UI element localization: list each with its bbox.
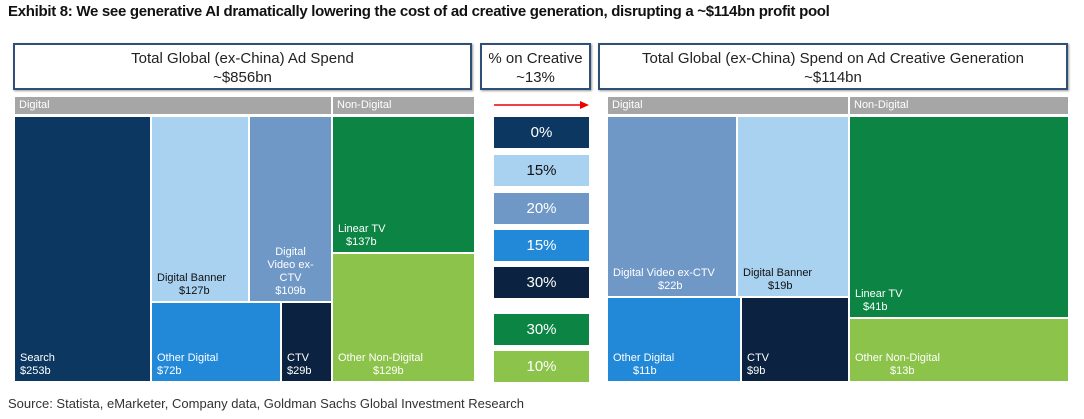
pct-digital-banner: 15% [494, 155, 589, 186]
left-band-non-digital: Non-Digital [333, 97, 474, 114]
middle-header: % on Creative ~13% [480, 43, 591, 90]
pct-linear-tv: 30% [494, 314, 589, 345]
tile-value: $19b [768, 280, 793, 292]
tile-ctv: CTV $29b [282, 303, 331, 381]
source-note: Source: Statista, eMarketer, Company dat… [8, 396, 524, 411]
tile-other-non-digital: Other Non-Digital $129b [333, 254, 474, 381]
pct-digital-video: 20% [494, 193, 589, 224]
tile-label: Other Digital [613, 352, 675, 364]
tile-value: $127b [179, 285, 210, 297]
tile-value: $11b [633, 365, 657, 377]
tile-digital-video: Digital Video ex-CTV $109b [250, 117, 331, 301]
tile-value: $129b [373, 365, 404, 377]
tile-label: Digital Video ex-CTV [613, 267, 715, 279]
tile-label: Other Digital [157, 352, 219, 364]
pct-other-digital: 15% [494, 230, 589, 261]
tile-digital-banner: Digital Banner $19b [738, 117, 848, 296]
left-header-title: Total Global (ex-China) Ad Spend [131, 50, 354, 67]
tile-other-digital: Other Digital $72b [152, 303, 280, 381]
tile-label: Digital Banner [743, 267, 813, 279]
right-header-title: Total Global (ex-China) Spend on Ad Crea… [642, 50, 1024, 67]
pct-ctv: 30% [494, 267, 589, 298]
tile-label: CTV [287, 352, 309, 364]
tile-ctv: CTV $9b [742, 298, 848, 381]
tile-label: Search [20, 352, 55, 364]
right-band-digital: Digital [608, 97, 848, 114]
tile-value: $13b [890, 365, 915, 377]
tile-value: $41b [863, 301, 888, 313]
tile-value: $137b [346, 236, 377, 248]
tile-search: Search $253b [15, 117, 150, 381]
tile-linear-tv: Linear TV $137b [333, 117, 474, 252]
tile-label: Digital Video ex-CTV [267, 246, 314, 284]
tile-value: $9b [747, 365, 766, 377]
tile-label: Other Non-Digital [338, 352, 423, 364]
right-header: Total Global (ex-China) Spend on Ad Crea… [598, 43, 1068, 90]
tile-digital-video: Digital Video ex-CTV $22b [608, 117, 736, 296]
tile-other-non-digital: Other Non-Digital $13b [850, 319, 1068, 381]
right-band-non-digital: Non-Digital [850, 97, 1068, 114]
pct-other-non-digital: 10% [494, 351, 589, 382]
middle-header-title: % on Creative [488, 50, 583, 67]
tile-value: $29b [287, 365, 312, 377]
tile-label: Linear TV [855, 288, 903, 300]
left-band-digital: Digital [15, 97, 331, 114]
tile-digital-banner: Digital Banner $127b [152, 117, 248, 301]
tile-label: CTV [747, 352, 769, 364]
tile-value: $22b [658, 280, 683, 292]
middle-header-total: ~13% [516, 69, 555, 86]
right-header-total: ~$114bn [804, 69, 862, 86]
tile-other-digital: Other Digital $11b [608, 298, 740, 381]
tile-value: $109b [275, 285, 306, 297]
exhibit-title: Exhibit 8: We see generative AI dramatic… [8, 3, 830, 20]
tile-value: $253b [20, 365, 51, 377]
tile-linear-tv: Linear TV $41b [850, 117, 1068, 317]
tile-value: $72b [157, 365, 182, 377]
left-header-total: ~$856bn [213, 69, 272, 86]
arrow-right-icon [494, 101, 589, 109]
left-header: Total Global (ex-China) Ad Spend ~$856bn [13, 43, 472, 90]
tile-label: Other Non-Digital [855, 352, 940, 364]
pct-search: 0% [494, 117, 589, 148]
tile-label: Linear TV [338, 223, 386, 235]
tile-label: Digital Banner [157, 272, 227, 284]
